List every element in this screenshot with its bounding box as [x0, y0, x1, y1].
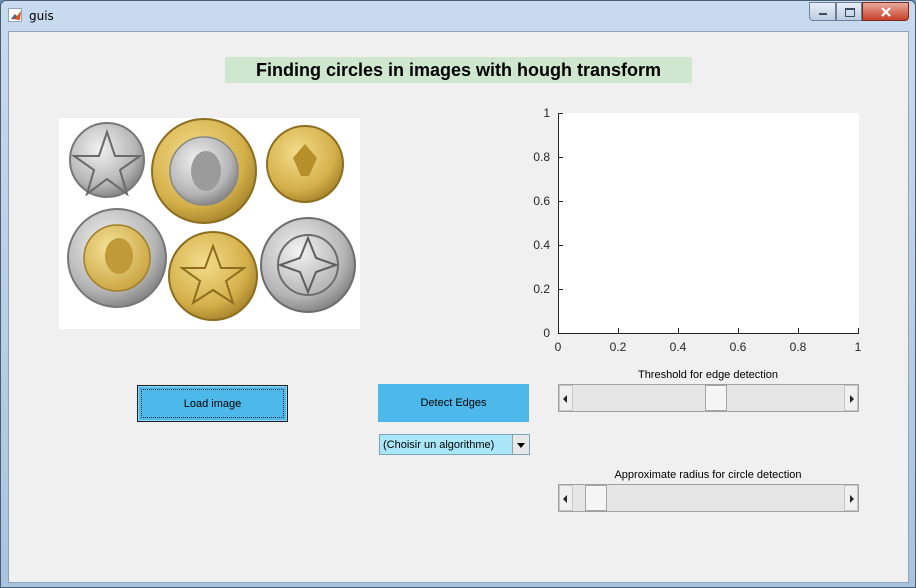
x-tick-label: 0	[554, 340, 562, 354]
load-image-label: Load image	[183, 397, 242, 410]
arrow-right-icon[interactable]	[844, 485, 858, 511]
x-tick-label: 0.8	[789, 340, 807, 354]
radius-slider-thumb[interactable]	[585, 485, 608, 511]
y-tick-mark	[558, 333, 563, 334]
plot-axes[interactable]	[558, 113, 859, 334]
maximize-button[interactable]	[836, 2, 862, 21]
threshold-slider-thumb[interactable]	[704, 385, 727, 411]
y-tick-label: 0.8	[533, 150, 550, 164]
y-tick-label: 1	[543, 106, 550, 120]
x-tick-label: 0.4	[669, 340, 687, 354]
title-bar[interactable]: guis	[1, 1, 915, 31]
x-tick-mark	[678, 328, 679, 333]
matlab-icon	[8, 8, 22, 22]
y-tick-label: 0.4	[533, 238, 550, 252]
chevron-down-icon[interactable]	[512, 435, 529, 454]
arrow-left-icon[interactable]	[559, 385, 573, 411]
detect-edges-button[interactable]: Detect Edges	[378, 384, 529, 422]
focus-outline	[141, 389, 284, 418]
algorithm-select[interactable]: (Choisir un algorithme)	[379, 434, 530, 455]
radius-slider[interactable]	[558, 484, 859, 512]
x-tick-mark	[558, 328, 559, 333]
load-image-button[interactable]: Load image	[137, 385, 288, 422]
threshold-slider[interactable]	[558, 384, 859, 412]
threshold-slider-label: Threshold for edge detection	[637, 369, 779, 381]
y-tick-mark	[558, 113, 563, 114]
arrow-right-icon[interactable]	[844, 385, 858, 411]
radius-slider-label: Approximate radius for circle detection	[614, 469, 802, 481]
y-tick-mark	[558, 289, 563, 290]
coins-image	[59, 118, 360, 329]
x-tick-mark	[618, 328, 619, 333]
y-tick-mark	[558, 157, 563, 158]
x-tick-mark	[858, 328, 859, 333]
x-tick-label: 1	[854, 340, 862, 354]
algorithm-select-value: (Choisir un algorithme)	[383, 439, 495, 451]
detect-edges-label: Detect Edges	[420, 397, 487, 409]
page-title: Finding circles in images with hough tra…	[225, 57, 692, 83]
window-title: guis	[29, 9, 54, 23]
y-tick-label: 0.6	[533, 194, 550, 208]
y-tick-label: 0.2	[533, 282, 550, 296]
arrow-left-icon[interactable]	[559, 485, 573, 511]
x-tick-mark	[738, 328, 739, 333]
close-icon	[881, 7, 891, 17]
x-tick-label: 0.6	[729, 340, 747, 354]
y-tick-mark	[558, 201, 563, 202]
x-tick-mark	[798, 328, 799, 333]
close-button[interactable]	[862, 2, 909, 21]
x-tick-label: 0.2	[609, 340, 627, 354]
minimize-button[interactable]	[809, 2, 836, 21]
y-tick-label: 0	[543, 326, 550, 340]
figure-area: Finding circles in images with hough tra…	[8, 31, 909, 583]
y-tick-mark	[558, 245, 563, 246]
